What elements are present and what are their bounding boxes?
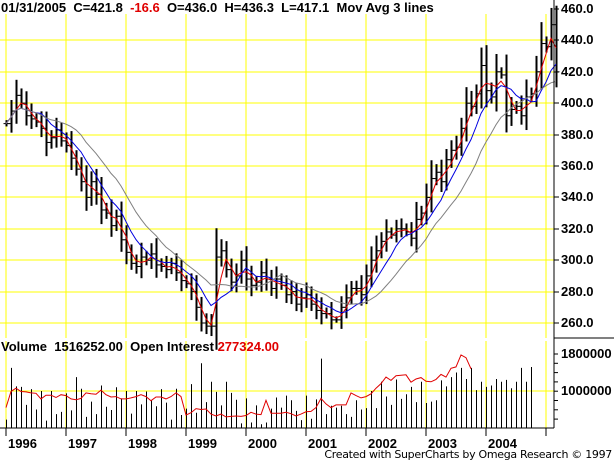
price-tick-label: 440.0 — [561, 32, 594, 47]
year-tick-label: 2003 — [428, 436, 457, 451]
volume-tick-label: 1000000 — [561, 383, 612, 398]
volume-tick-label: 1800000 — [561, 346, 612, 361]
footer-credit: Created with SuperCharts by Omega Resear… — [324, 448, 612, 461]
price-tick-label: 420.0 — [561, 64, 594, 79]
price-tick-label: 380.0 — [561, 127, 594, 142]
header-study: Mov Avg 3 lines — [336, 0, 434, 15]
price-tick-label: 460.0 — [561, 1, 594, 16]
year-tick-label: 1996 — [8, 436, 37, 451]
year-tick-label: 2002 — [368, 436, 397, 451]
open-interest-value: 277324.00 — [217, 339, 280, 354]
price-tick-label: 280.0 — [561, 284, 594, 299]
header-change: -16.6 — [130, 0, 160, 15]
open-interest-line — [5, 354, 472, 418]
volume-value: 1516252.00 — [54, 339, 123, 354]
volume-bars — [6, 358, 532, 428]
header-high: H=436.3 — [224, 0, 274, 15]
header-close: C=421.8 — [73, 0, 123, 15]
year-tick-label: 1997 — [68, 436, 97, 451]
year-tick-label: 2000 — [248, 436, 277, 451]
volume-label: Volume — [1, 339, 47, 354]
axes — [0, 0, 614, 436]
gridlines — [0, 14, 554, 428]
year-tick-label: 2001 — [308, 436, 337, 451]
header-date: 01/31/2005 — [1, 0, 67, 15]
price-header: 01/31/2005 C=421.8 -16.6 O=436.0 H=436.3… — [1, 0, 434, 15]
year-tick-label: 2004 — [488, 436, 517, 451]
header-open: O=436.0 — [166, 0, 218, 15]
year-tick-label: 1999 — [188, 436, 217, 451]
price-tick-label: 260.0 — [561, 315, 594, 330]
price-bars — [3, 5, 560, 350]
moving-average-lines — [5, 37, 557, 327]
price-tick-label: 320.0 — [561, 221, 594, 236]
price-tick-label: 400.0 — [561, 95, 594, 110]
price-tick-label: 340.0 — [561, 189, 594, 204]
year-tick-label: 1998 — [128, 436, 157, 451]
header-low: L=417.1 — [281, 0, 330, 15]
volume-header: Volume 1516252.00 Open Interest 277324.0… — [1, 339, 279, 354]
open-interest-label: Open Interest — [130, 339, 214, 354]
price-tick-label: 360.0 — [561, 158, 594, 173]
price-tick-label: 300.0 — [561, 252, 594, 267]
